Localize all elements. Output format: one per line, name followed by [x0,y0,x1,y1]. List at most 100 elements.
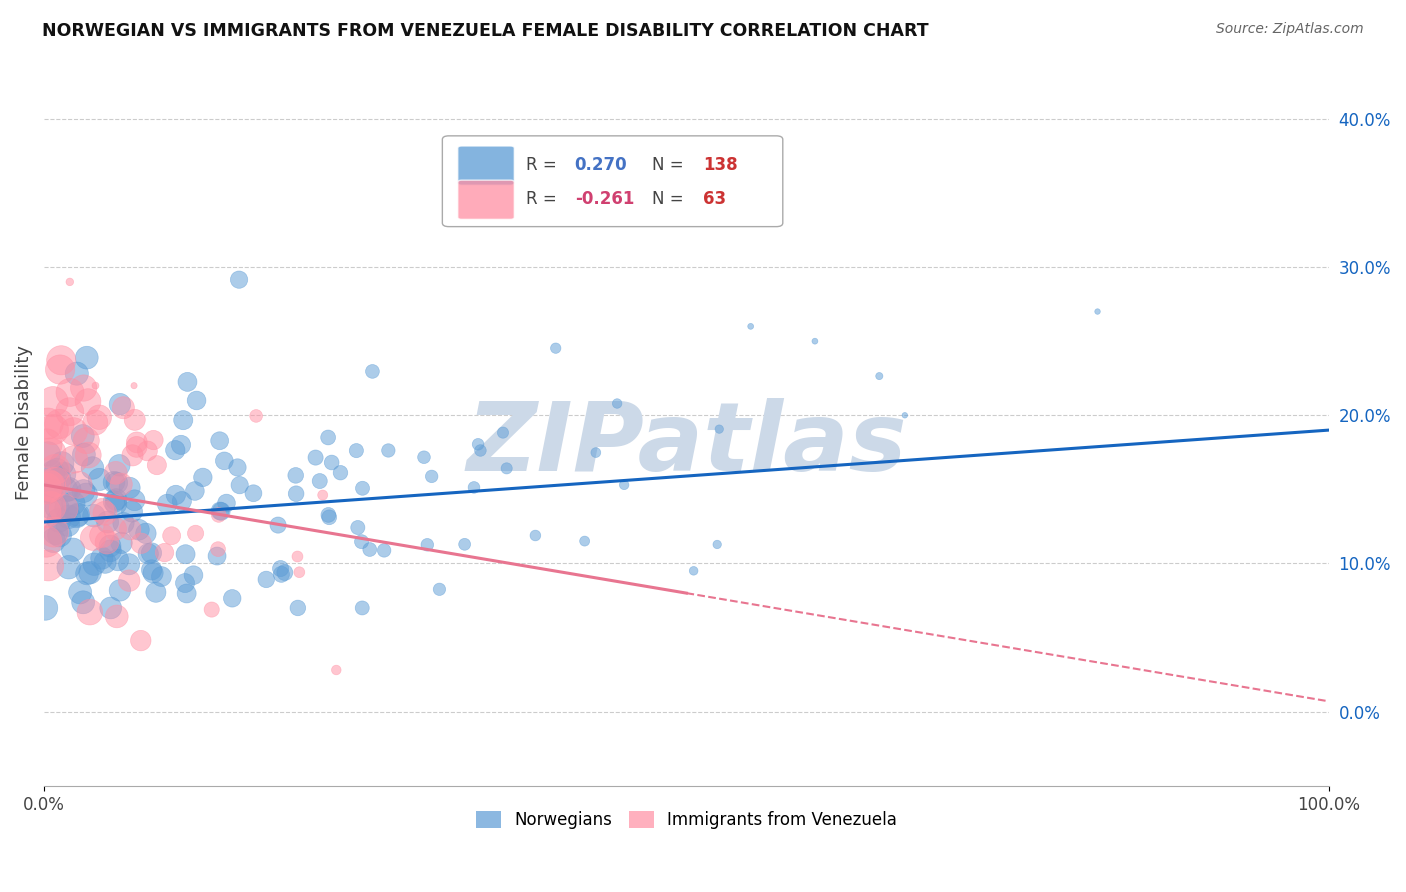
Point [141,546,163,560]
Point [96,535,118,549]
Point [82,461,104,475]
Point [463,480,485,494]
Text: R =: R = [526,190,562,208]
Point [90,503,112,517]
Point [72,429,94,443]
Point [208,508,231,522]
Point [205,549,228,563]
Point [142,566,165,580]
Point [174,576,197,591]
Point [44,475,66,490]
Point [176,586,198,600]
Point [89,472,111,486]
Point [42,524,65,539]
Point [84,416,107,430]
Point [34,478,56,492]
Point [108,458,131,473]
Point [214,454,236,468]
FancyBboxPatch shape [458,180,515,219]
Point [79,605,101,619]
Point [172,413,194,427]
Point [110,477,132,491]
Point [176,375,198,389]
Point [373,543,395,558]
Point [495,461,517,475]
Point [83,508,105,523]
Point [108,397,131,411]
Text: N =: N = [652,190,689,208]
Point [201,602,224,616]
Point [186,393,208,408]
Point [112,401,135,415]
Point [104,466,127,480]
Point [94,555,117,569]
Point [107,553,129,567]
Point [104,522,127,536]
Point [37,447,59,461]
Point [52,501,75,516]
Point [453,537,475,551]
Point [420,469,443,483]
Point [146,458,169,472]
Point [42,533,65,548]
Point [44,462,66,476]
Point [344,443,367,458]
Point [77,394,100,409]
Point [118,574,141,588]
Point [72,484,94,499]
Point [321,455,343,469]
Point [82,531,104,545]
Point [709,422,731,436]
FancyBboxPatch shape [458,146,515,186]
Point [89,410,111,425]
Point [125,435,148,450]
Point [79,566,101,580]
Point [39,479,62,493]
Point [228,273,250,287]
Point [413,450,436,465]
Point [207,542,229,557]
Point [62,425,84,439]
Point [308,474,330,488]
Point [118,558,141,572]
Point [270,567,292,582]
Point [55,500,77,515]
Point [585,445,607,459]
Point [136,547,159,561]
Point [492,425,515,440]
Point [183,568,205,582]
Point [804,334,827,348]
Point [544,341,567,355]
Point [84,378,107,392]
Text: -0.261: -0.261 [575,190,634,208]
Point [467,437,489,451]
Point [285,486,308,500]
Point [67,478,90,492]
Point [39,446,62,460]
Point [58,482,80,496]
Point [76,566,98,581]
Point [284,468,307,483]
Point [129,536,152,550]
Point [48,528,70,542]
Point [75,434,97,448]
Point [104,497,127,511]
Point [105,492,128,507]
Point [215,496,238,510]
Point [125,440,148,454]
Point [184,526,207,541]
Point [69,585,91,599]
Point [37,478,59,492]
Point [122,378,145,392]
Point [121,505,143,519]
Point [270,561,292,575]
Point [90,551,112,566]
Point [160,529,183,543]
Point [97,515,120,529]
Point [170,494,193,508]
Point [165,443,187,458]
Point [73,381,96,395]
Point [141,563,163,577]
Point [346,520,368,534]
Point [267,518,290,533]
